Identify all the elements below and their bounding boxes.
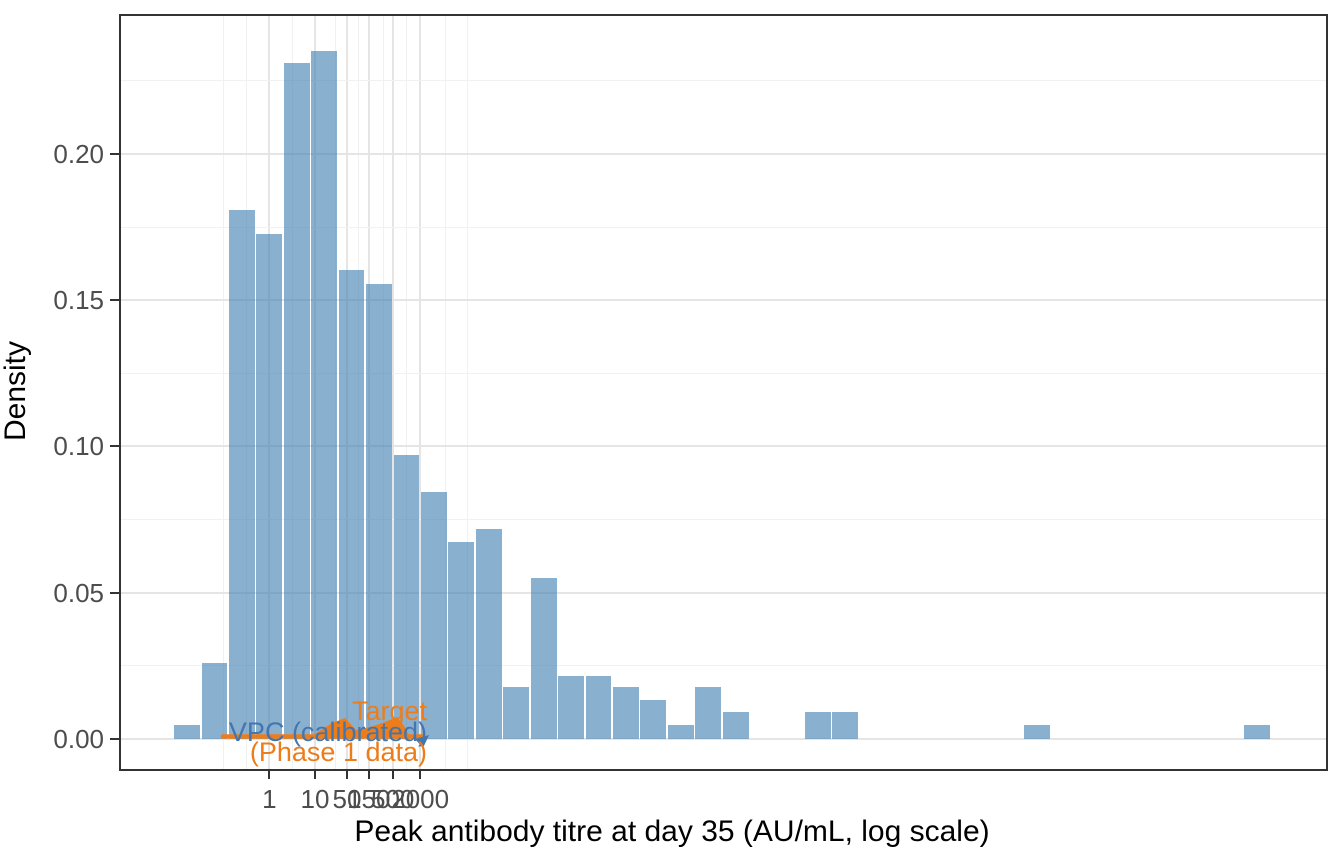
gridline-y-minor — [119, 519, 1328, 520]
gridline-y-major — [119, 445, 1328, 448]
y-tick-label: 0.05 — [53, 577, 104, 608]
gridline-y-major — [119, 591, 1328, 594]
x-tick-label: 1 — [262, 784, 277, 814]
y-tick — [110, 737, 119, 740]
histogram-bar — [530, 577, 557, 739]
x-tick — [367, 771, 370, 779]
histogram-bar — [283, 63, 310, 739]
annotation-vpc: VPC (calibrated) — [228, 717, 427, 747]
histogram-bar — [667, 725, 694, 739]
x-tick — [268, 771, 271, 779]
gridline-y-minor — [119, 665, 1328, 667]
histogram-bar — [448, 541, 475, 739]
gridline-y-minor — [119, 226, 1328, 228]
histogram-bar — [640, 699, 667, 739]
x-tick-label: 150 — [347, 784, 391, 814]
gridline-x-minor — [223, 14, 225, 771]
histogram-bar — [256, 234, 283, 739]
histogram-bar — [366, 284, 392, 739]
y-tick — [110, 445, 119, 448]
histogram-bar — [722, 711, 749, 739]
histogram-bar — [393, 454, 420, 739]
gridline-x-major — [391, 14, 394, 771]
histogram-bar — [475, 528, 502, 739]
y-tick — [110, 299, 119, 302]
gridline-x-major — [419, 14, 422, 771]
histogram-bar — [1243, 725, 1270, 739]
histogram-bar — [174, 725, 200, 739]
y-tick-label: 0.20 — [53, 139, 104, 169]
annotation-marks — [220, 717, 429, 748]
x-tick-label: 10 — [300, 784, 330, 814]
gridline-x-minor — [406, 14, 407, 771]
annotation-target-line1: Target — [351, 696, 427, 726]
y-axis-title: Density — [0, 340, 32, 442]
gridline-y-minor — [119, 372, 1328, 374]
histogram-bar — [1024, 725, 1051, 739]
x-tick-label: 2000 — [391, 784, 450, 814]
y-tick — [110, 153, 119, 155]
histogram-bar — [695, 687, 722, 739]
x-tick-label: 50 — [332, 784, 362, 814]
vpc-arrowhead-icon — [415, 735, 429, 748]
target-density-ridge — [310, 717, 410, 737]
histogram-bar — [613, 687, 639, 739]
gridline-y-major — [119, 737, 1328, 740]
x-axis-title: Peak antibody titre at day 35 (AU/mL, lo… — [354, 815, 990, 848]
x-tick — [314, 771, 316, 779]
histogram-bar — [805, 711, 831, 739]
histogram-bar — [585, 675, 612, 739]
gridline-y-major — [119, 299, 1328, 302]
x-tick — [346, 771, 348, 779]
histogram-bar — [338, 270, 365, 739]
y-tick — [110, 591, 119, 594]
histogram-bar — [311, 50, 338, 739]
annotation-target-line2: (Phase 1 data) — [249, 737, 427, 767]
x-tick-label: 500 — [370, 784, 415, 814]
histogram-bar — [503, 687, 530, 739]
x-tick — [391, 771, 394, 779]
gridline-y-minor — [119, 80, 1328, 82]
y-tick-label: 0.10 — [53, 431, 104, 462]
x-tick — [419, 771, 422, 779]
histogram-bar — [420, 491, 447, 739]
gridline-x-minor — [466, 14, 468, 771]
histogram-bar — [558, 675, 584, 739]
gridline-y-major — [119, 153, 1328, 155]
histogram-bar — [832, 711, 859, 739]
y-tick-label: 0.00 — [53, 723, 104, 754]
histogram-bar — [201, 663, 228, 739]
plot-panel — [119, 14, 1328, 771]
histogram-bar — [228, 210, 255, 739]
gridline-x-minor — [444, 14, 446, 771]
y-tick-label: 0.15 — [53, 285, 104, 316]
